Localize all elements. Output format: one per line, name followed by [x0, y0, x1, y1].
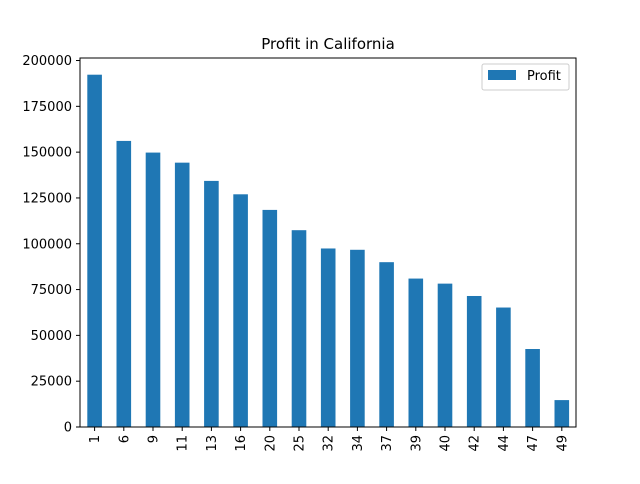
bar-1 [87, 74, 102, 427]
bars-layer [87, 74, 570, 428]
bar-47 [525, 349, 540, 427]
bar-32 [320, 248, 336, 427]
x-tick-label: 37 [380, 435, 395, 452]
x-tick-label: 9 [147, 435, 162, 443]
y-tick-label: 200000 [22, 54, 72, 69]
bar-9 [145, 152, 161, 427]
bar-20 [262, 209, 278, 427]
x-tick-label: 34 [351, 435, 366, 452]
bar-11 [174, 162, 190, 427]
legend-label: Profit [527, 69, 561, 84]
bar-37 [379, 262, 394, 427]
x-tick-label: 25 [293, 435, 308, 452]
bar-44 [496, 307, 511, 427]
x-tick-label: 32 [322, 435, 337, 452]
bar-49 [554, 400, 570, 427]
bar-25 [291, 230, 307, 427]
x-tick-label: 13 [205, 435, 220, 452]
bar-13 [204, 180, 219, 427]
y-tick-label: 50000 [31, 329, 72, 344]
bar-40 [437, 283, 453, 427]
y-tick-label: 175000 [22, 100, 72, 115]
x-tick-label: 42 [468, 435, 483, 452]
y-tick-label: 0 [64, 421, 72, 436]
legend-swatch [488, 70, 516, 80]
bar-16 [233, 194, 248, 427]
bar-42 [466, 295, 482, 427]
x-tick-label: 16 [234, 435, 249, 452]
bar-6 [116, 140, 132, 428]
y-tick-label: 100000 [22, 237, 72, 252]
y-tick-label: 75000 [31, 283, 72, 298]
x-tick-label: 1 [88, 435, 103, 443]
legend: Profit [481, 63, 570, 91]
y-tick-label: 125000 [22, 191, 72, 206]
bar-39 [408, 278, 424, 427]
plot-frame [79, 57, 577, 428]
x-tick-label: 47 [526, 435, 541, 452]
x-tick-label: 40 [439, 435, 454, 452]
y-tick-label: 25000 [31, 375, 72, 390]
y-tick-label: 150000 [22, 146, 72, 161]
chart-title: Profit in California [261, 35, 395, 53]
x-tick-label: 20 [263, 435, 278, 452]
bar-34 [350, 249, 365, 427]
x-axis: 1 6 9 11 13 16 20 25 32 34 37 39 40 42 44 47 49 [88, 427, 570, 452]
x-tick-label: 6 [117, 435, 132, 443]
x-tick-label: 11 [176, 435, 191, 452]
x-tick-label: 39 [409, 435, 424, 452]
y-axis: 0 25000 50000 75000 100000 125000 150000 175000… [22, 54, 80, 436]
x-tick-label: 44 [497, 435, 512, 452]
x-tick-label: 49 [555, 435, 570, 452]
